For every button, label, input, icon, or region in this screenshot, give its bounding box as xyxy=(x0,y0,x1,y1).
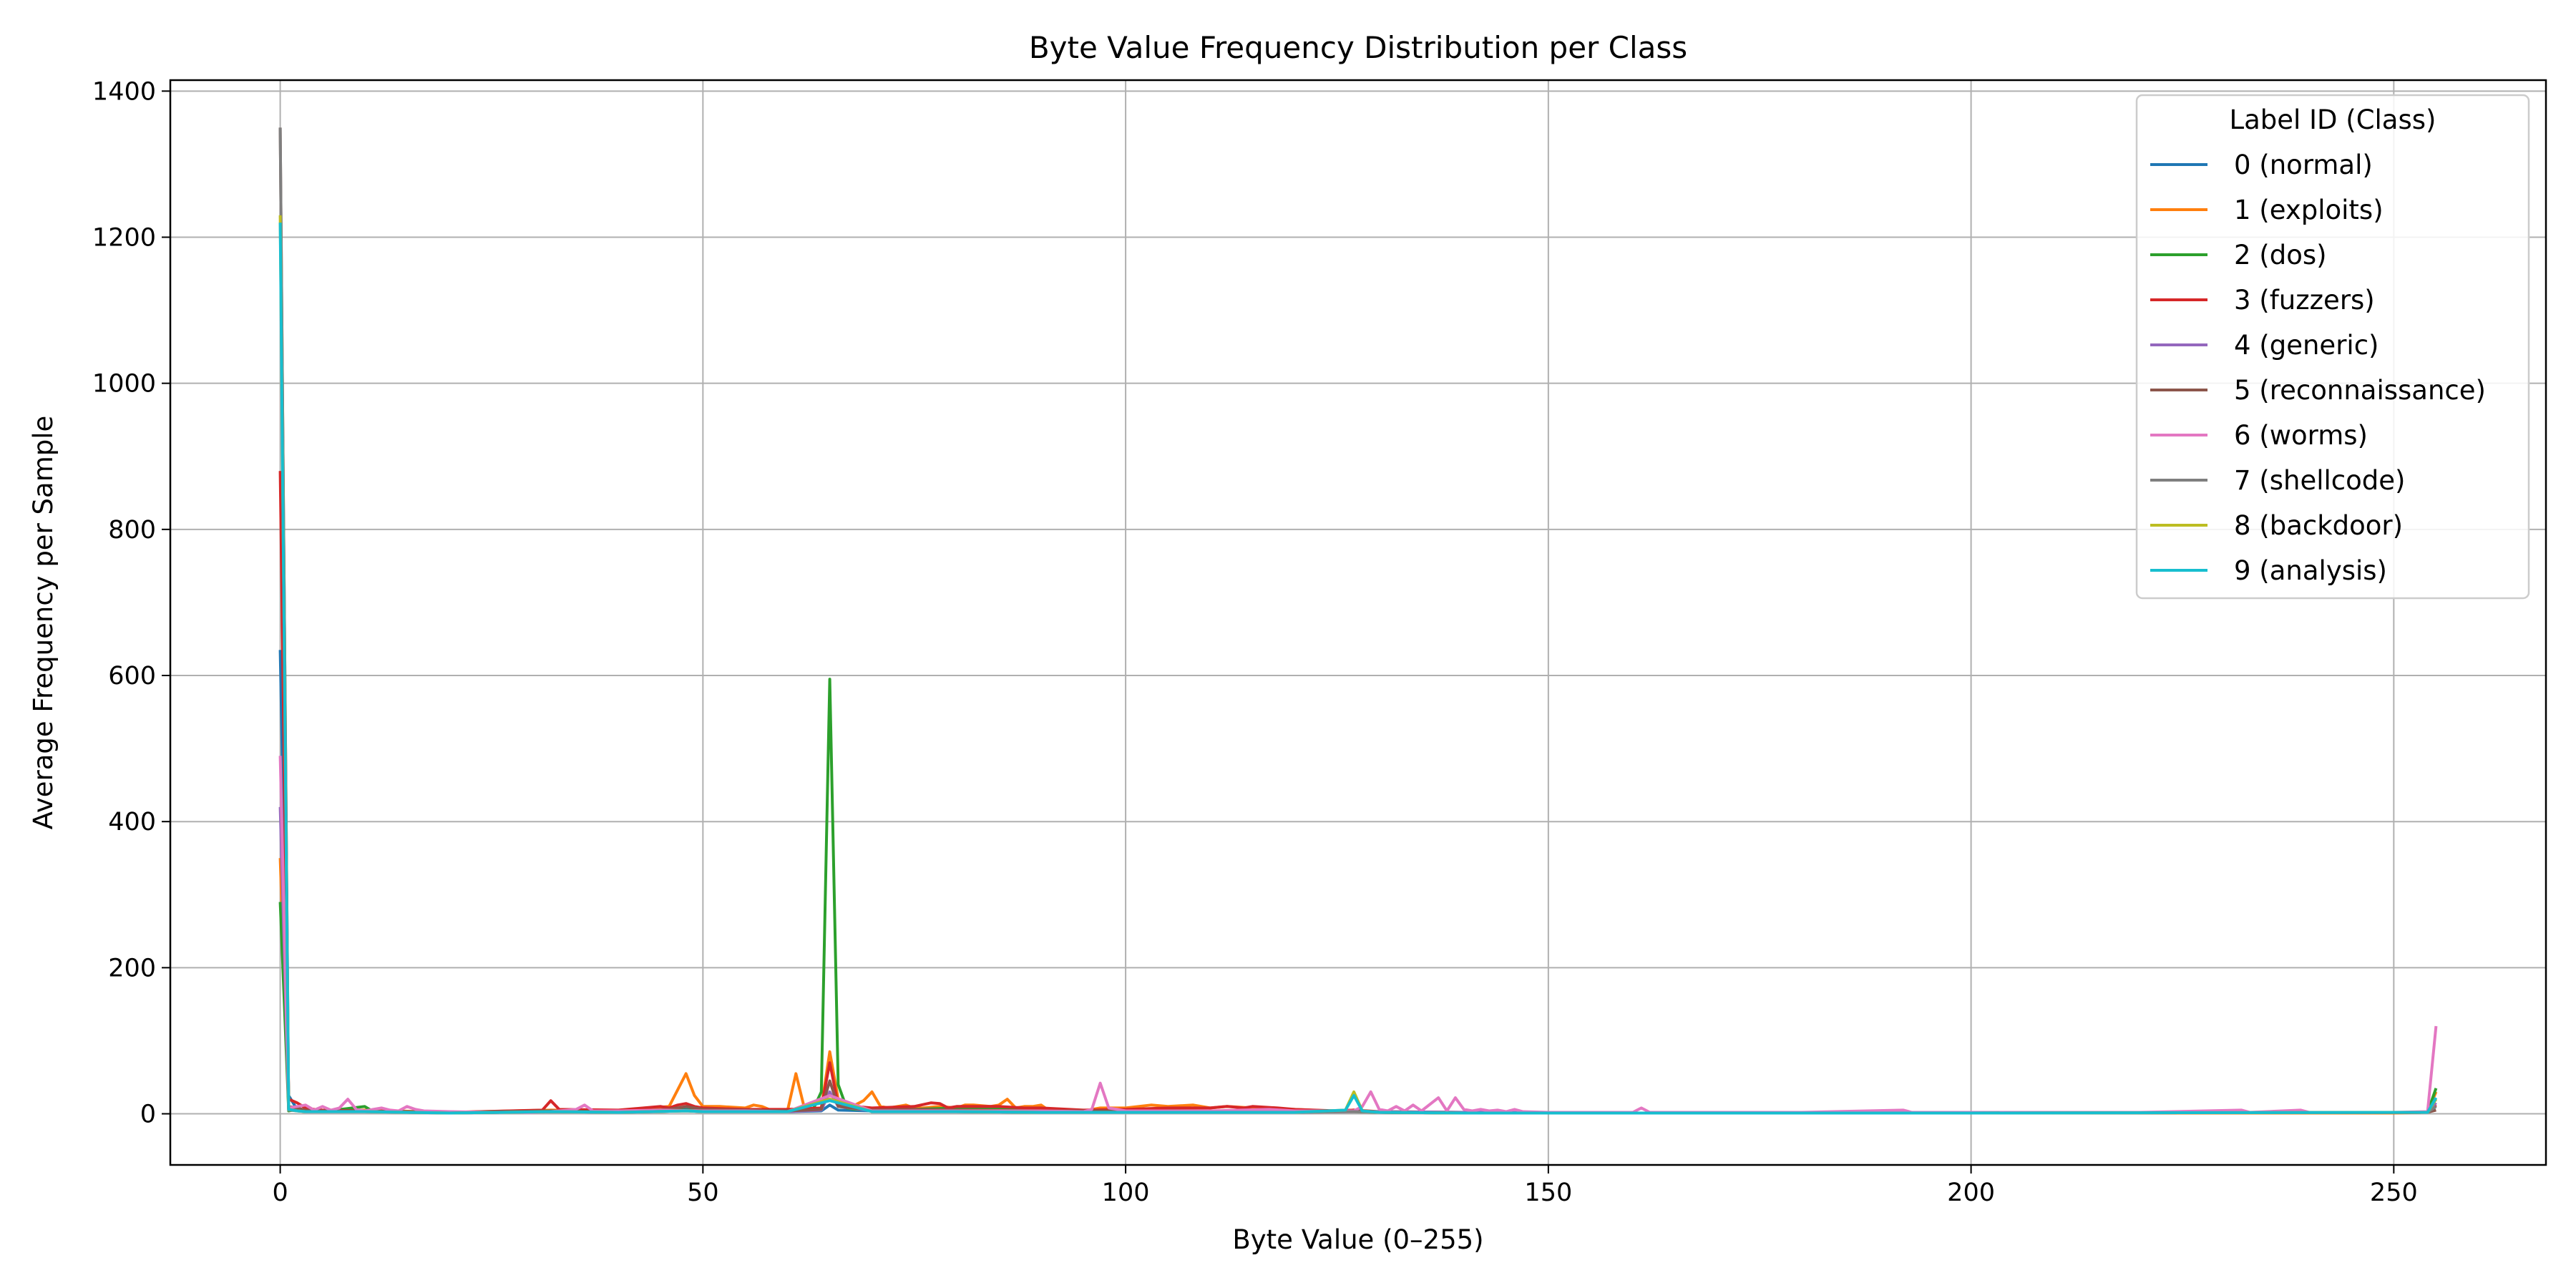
legend-box xyxy=(2135,94,2530,600)
series-line-class-9 xyxy=(278,223,2438,1115)
x-axis-label: Byte Value (0–255) xyxy=(1232,1224,1483,1255)
x-tick-label: 50 xyxy=(687,1179,719,1207)
y-tick-label: 400 xyxy=(108,808,156,836)
legend-label: 8 (backdoor) xyxy=(2234,510,2403,541)
legend-label: 1 (exploits) xyxy=(2234,195,2384,225)
legend-label: 5 (reconnaissance) xyxy=(2234,375,2486,406)
y-tick-label: 200 xyxy=(108,954,156,982)
legend-entry-class-2: 2 (dos) xyxy=(2150,240,2327,270)
legend-entry-class-6: 6 (worms) xyxy=(2150,420,2368,451)
legend-label: 6 (worms) xyxy=(2234,420,2368,451)
x-tick-label: 200 xyxy=(1947,1179,1995,1207)
legend-label: 2 (dos) xyxy=(2234,240,2327,270)
x-tick-label: 100 xyxy=(1102,1179,1150,1207)
legend-title: Label ID (Class) xyxy=(2230,104,2436,135)
legend-entry-class-8: 8 (backdoor) xyxy=(2150,510,2403,541)
legend-entry-class-3: 3 (fuzzers) xyxy=(2150,285,2375,316)
series-line-class-3 xyxy=(278,471,2437,1115)
legend: Label ID (Class) 0 (normal) 1 (exploits) 2… xyxy=(2135,94,2530,600)
y-tick-label: 0 xyxy=(140,1101,156,1129)
legend-entry-class-7: 7 (shellcode) xyxy=(2150,465,2405,496)
series-lines xyxy=(278,127,2438,1115)
chart-title: Byte Value Frequency Distribution per Cl… xyxy=(1029,30,1687,65)
y-tick-label: 1400 xyxy=(92,77,156,106)
legend-label: 4 (generic) xyxy=(2234,330,2379,361)
x-tick-label: 150 xyxy=(1524,1179,1572,1207)
legend-label: 7 (shellcode) xyxy=(2234,465,2405,496)
y-axis-label: Average Frequency per Sample xyxy=(28,416,59,830)
y-tick-label: 800 xyxy=(108,516,156,545)
x-tick-label: 250 xyxy=(2370,1179,2418,1207)
legend-entry-class-5: 5 (reconnaissance) xyxy=(2150,375,2486,406)
legend-label: 3 (fuzzers) xyxy=(2234,285,2375,316)
legend-entry-class-4: 4 (generic) xyxy=(2150,330,2379,361)
axis-ticks: 0 50 100 150 200 250 0 200 400 600 800 1000 1200 1400 xyxy=(92,77,2418,1207)
legend-label: 9 (analysis) xyxy=(2234,555,2387,586)
y-tick-label: 1200 xyxy=(92,223,156,252)
y-tick-label: 600 xyxy=(108,662,156,691)
legend-entry-class-9: 9 (analysis) xyxy=(2150,555,2387,586)
legend-label: 0 (normal) xyxy=(2234,150,2373,180)
legend-entries: 0 (normal) 1 (exploits) 2 (dos) 3 (fuzzers)… xyxy=(2150,150,2486,586)
y-tick-label: 1000 xyxy=(92,370,156,399)
plot-area-frame xyxy=(169,79,2547,1166)
x-tick-label: 0 xyxy=(272,1179,288,1207)
legend-entry-class-0: 0 (normal) xyxy=(2150,150,2373,180)
legend-entry-class-1: 1 (exploits) xyxy=(2150,195,2384,225)
